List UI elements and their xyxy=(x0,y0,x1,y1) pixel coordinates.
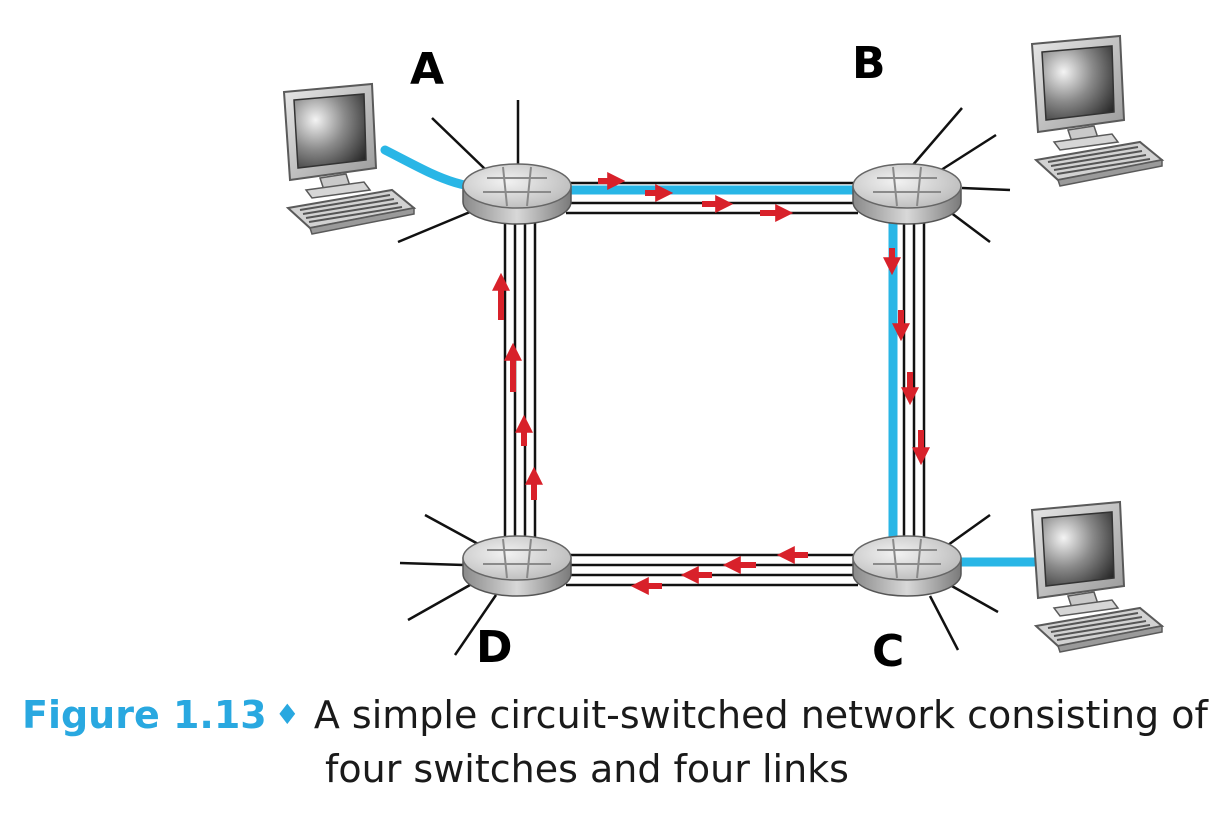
host-computer-c xyxy=(1031,501,1163,653)
host-computer-b xyxy=(1031,35,1163,187)
node-label-a: A xyxy=(410,44,444,95)
reserved-circuit-arrows-d-a xyxy=(492,272,543,500)
switch-d-external-lines xyxy=(399,513,498,656)
switch-d xyxy=(462,535,572,597)
link-a-d xyxy=(503,218,537,545)
switch-a-external-lines xyxy=(397,100,520,244)
reserved-circuit-arrows-c-d xyxy=(630,546,808,595)
link-d-c xyxy=(566,553,858,587)
reserved-circuit-arrows-b-c xyxy=(883,248,930,466)
reserved-circuit-arrows-a-b xyxy=(598,172,794,222)
caption-line-2: four switches and four links xyxy=(325,747,849,791)
node-label-d: D xyxy=(476,622,513,673)
switch-b xyxy=(852,163,962,225)
switch-c xyxy=(852,535,962,597)
node-label-c: C xyxy=(872,626,904,677)
node-label-b: B xyxy=(852,38,886,89)
switch-b-external-lines xyxy=(911,107,1011,243)
circuit-switched-network-diagram: A B C D xyxy=(283,35,1163,677)
figure-caption: Figure 1.13 ♦ A simple circuit-switched ne… xyxy=(22,690,1208,794)
switch-a xyxy=(462,163,572,225)
diamond-icon: ♦ xyxy=(274,698,300,731)
caption-line-1: A simple circuit-switched network consis… xyxy=(313,693,1208,737)
switch-c-external-lines xyxy=(928,513,999,651)
figure-number: Figure 1.13 xyxy=(22,693,267,737)
